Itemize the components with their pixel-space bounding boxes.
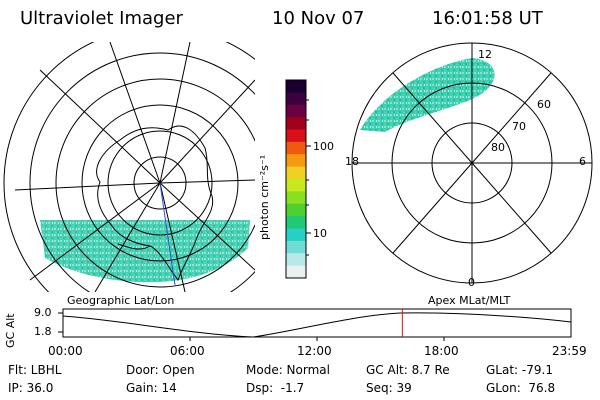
date-label: 10 Nov 07 bbox=[272, 8, 365, 29]
info-door: Door: Open bbox=[126, 363, 195, 377]
colorbar-segment bbox=[286, 80, 306, 93]
colorbar-segment bbox=[286, 240, 306, 254]
info-flt: Flt: LBHL bbox=[8, 363, 62, 377]
timeline-xtick-2: 12:00 bbox=[297, 344, 332, 358]
colorbar-segment bbox=[286, 203, 306, 217]
colorbar-segment bbox=[286, 253, 306, 267]
colorbar-segment bbox=[286, 129, 306, 143]
colorbar-segment bbox=[286, 154, 306, 168]
colorbar-segment bbox=[286, 104, 306, 118]
info-gc-alt: GC Alt: 8.7 Re bbox=[366, 363, 450, 377]
info-dsp: Dsp: -1.7 bbox=[246, 381, 305, 395]
apex-label: Apex MLat/MLT bbox=[428, 294, 511, 307]
colorbar-tick-100: 100 bbox=[313, 140, 334, 153]
geographic-map bbox=[3, 42, 255, 292]
info-seq: Seq: 39 bbox=[366, 381, 412, 395]
colorbar-segment bbox=[286, 191, 306, 205]
time-label: 16:01:58 UT bbox=[432, 8, 543, 29]
mlt-label-bottom: 0 bbox=[468, 276, 475, 289]
timeline-xtick-0: 00:00 bbox=[48, 344, 83, 358]
colorbar-segment bbox=[286, 265, 306, 279]
timeline-ytick-1-8: 1.8 bbox=[34, 325, 52, 338]
mlat-label-60: 60 bbox=[537, 98, 551, 111]
timeline-ylabel: GC Alt bbox=[4, 313, 17, 348]
colorbar-segment bbox=[286, 216, 306, 229]
apex-polar-plot bbox=[351, 42, 593, 284]
colorbar-segment bbox=[286, 92, 306, 106]
timeline-xtick-1: 06:00 bbox=[170, 344, 205, 358]
mlat-label-70: 70 bbox=[512, 120, 526, 133]
timeline-ytick-9: 9.0 bbox=[34, 306, 52, 319]
colorbar-unit-label: photon cm⁻²s⁻¹ bbox=[258, 154, 271, 240]
colorbar-segment bbox=[286, 117, 306, 130]
colorbar-segment bbox=[286, 179, 306, 192]
info-mode: Mode: Normal bbox=[246, 363, 330, 377]
mlt-label-left: 18 bbox=[345, 155, 359, 168]
timeline-xtick-4: 23:59 bbox=[552, 344, 587, 358]
altitude-timeline bbox=[58, 308, 572, 341]
info-ip: IP: 36.0 bbox=[8, 381, 54, 395]
info-glon: GLon: 76.8 bbox=[486, 381, 556, 395]
colorbar bbox=[286, 80, 306, 279]
colorbar-tick-10: 10 bbox=[313, 227, 327, 240]
instrument-title: Ultraviolet Imager bbox=[20, 8, 183, 29]
timeline-xtick-3: 18:00 bbox=[424, 344, 459, 358]
info-glat: GLat: -79.1 bbox=[486, 363, 553, 377]
colorbar-ticks bbox=[285, 79, 311, 279]
geographic-label: Geographic Lat/Lon bbox=[67, 294, 175, 307]
colorbar-segment bbox=[286, 228, 306, 242]
mlt-label-right: 6 bbox=[579, 155, 586, 168]
colorbar-segment bbox=[286, 166, 306, 180]
mlt-label-top: 12 bbox=[478, 48, 492, 61]
info-gain: Gain: 14 bbox=[126, 381, 177, 395]
mlat-label-80: 80 bbox=[491, 141, 505, 154]
colorbar-segment bbox=[286, 141, 306, 155]
